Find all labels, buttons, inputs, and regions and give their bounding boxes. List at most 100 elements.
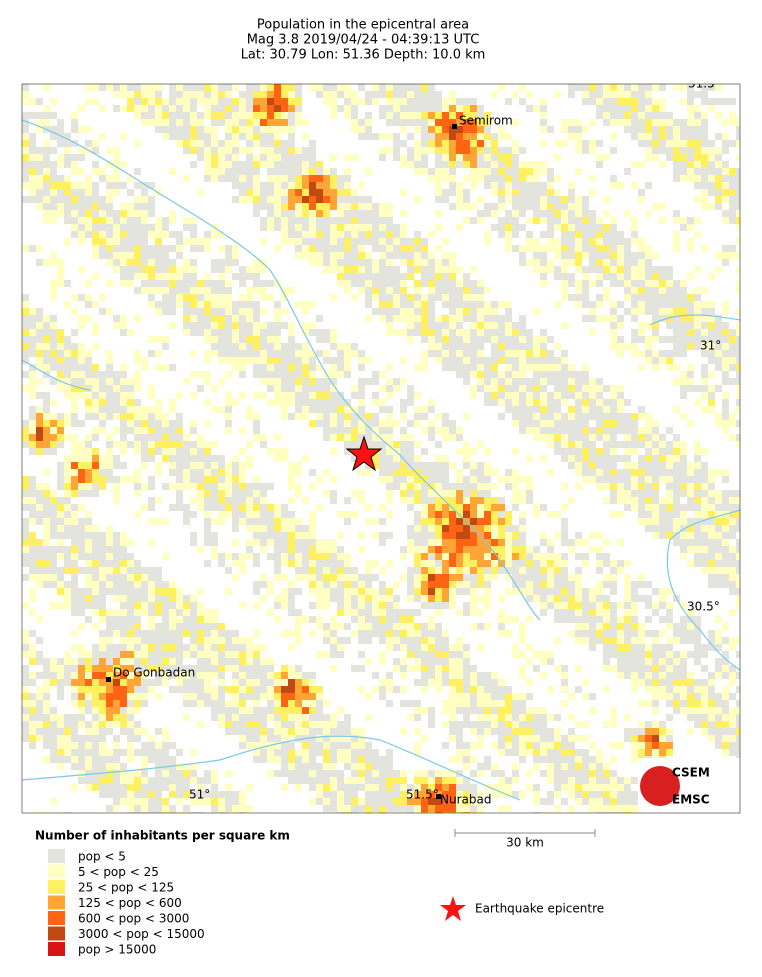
population-cell [232, 336, 239, 343]
population-cell [526, 406, 533, 413]
population-cell [680, 84, 687, 91]
population-cell [484, 182, 491, 189]
population-cell [78, 147, 85, 154]
population-cell [295, 238, 302, 245]
population-cell [449, 259, 456, 266]
population-cell [701, 511, 708, 518]
population-cell [211, 112, 218, 119]
population-cell [29, 147, 36, 154]
population-cell [148, 350, 155, 357]
population-cell [421, 357, 428, 364]
population-cell [176, 266, 183, 273]
population-cell [190, 119, 197, 126]
population-cell [477, 217, 484, 224]
population-cell [652, 329, 659, 336]
population-cell [442, 602, 449, 609]
population-cell [344, 553, 351, 560]
population-cell [29, 441, 36, 448]
population-cell [561, 287, 568, 294]
population-cell [43, 154, 50, 161]
population-cell [64, 455, 71, 462]
population-cell [197, 189, 204, 196]
population-cell [141, 504, 148, 511]
population-cell [659, 301, 666, 308]
population-cell [92, 560, 99, 567]
population-cell [85, 294, 92, 301]
population-cell [694, 182, 701, 189]
population-cell [414, 469, 421, 476]
population-cell [225, 133, 232, 140]
population-cell [288, 322, 295, 329]
population-cell [561, 266, 568, 273]
population-cell [134, 378, 141, 385]
population-cell [99, 308, 106, 315]
population-cell [239, 497, 246, 504]
population-cell [505, 630, 512, 637]
population-cell [120, 84, 127, 91]
population-cell [659, 217, 666, 224]
population-cell [141, 462, 148, 469]
population-cell [323, 84, 330, 91]
population-cell [610, 462, 617, 469]
population-cell [323, 231, 330, 238]
population-cell [449, 126, 456, 133]
population-cell [106, 623, 113, 630]
population-cell [596, 623, 603, 630]
population-cell [722, 567, 729, 574]
population-cell [113, 581, 120, 588]
population-cell [421, 329, 428, 336]
population-cell [372, 91, 379, 98]
population-cell [561, 294, 568, 301]
population-cell [57, 497, 64, 504]
population-cell [190, 322, 197, 329]
population-cell [176, 238, 183, 245]
population-cell [540, 371, 547, 378]
population-cell [127, 84, 134, 91]
population-cell [442, 98, 449, 105]
population-cell [204, 231, 211, 238]
population-cell [50, 427, 57, 434]
population-cell [645, 322, 652, 329]
population-cell [722, 329, 729, 336]
population-cell [190, 616, 197, 623]
population-cell [106, 189, 113, 196]
population-cell [589, 119, 596, 126]
population-cell [526, 483, 533, 490]
population-cell [78, 455, 85, 462]
population-cell [120, 133, 127, 140]
population-cell [428, 329, 435, 336]
population-cell [57, 588, 64, 595]
population-cell [512, 119, 519, 126]
population-cell [64, 336, 71, 343]
population-cell [610, 469, 617, 476]
population-cell [456, 581, 463, 588]
population-cell [617, 476, 624, 483]
population-cell [540, 210, 547, 217]
population-cell [190, 462, 197, 469]
population-cell [624, 441, 631, 448]
population-cell [470, 343, 477, 350]
population-cell [680, 343, 687, 350]
population-cell [393, 462, 400, 469]
population-cell [22, 553, 29, 560]
population-cell [358, 546, 365, 553]
population-cell [358, 434, 365, 441]
population-cell [337, 259, 344, 266]
population-cell [43, 490, 50, 497]
population-cell [603, 574, 610, 581]
population-cell [470, 560, 477, 567]
population-cell [148, 119, 155, 126]
population-cell [428, 315, 435, 322]
population-cell [582, 273, 589, 280]
population-cell [729, 518, 736, 525]
population-cell [386, 364, 393, 371]
population-cell [428, 98, 435, 105]
population-cell [246, 112, 253, 119]
population-cell [372, 623, 379, 630]
population-cell [442, 189, 449, 196]
population-cell [512, 231, 519, 238]
population-cell [512, 217, 519, 224]
population-cell [638, 462, 645, 469]
population-cell [463, 287, 470, 294]
population-cell [484, 238, 491, 245]
